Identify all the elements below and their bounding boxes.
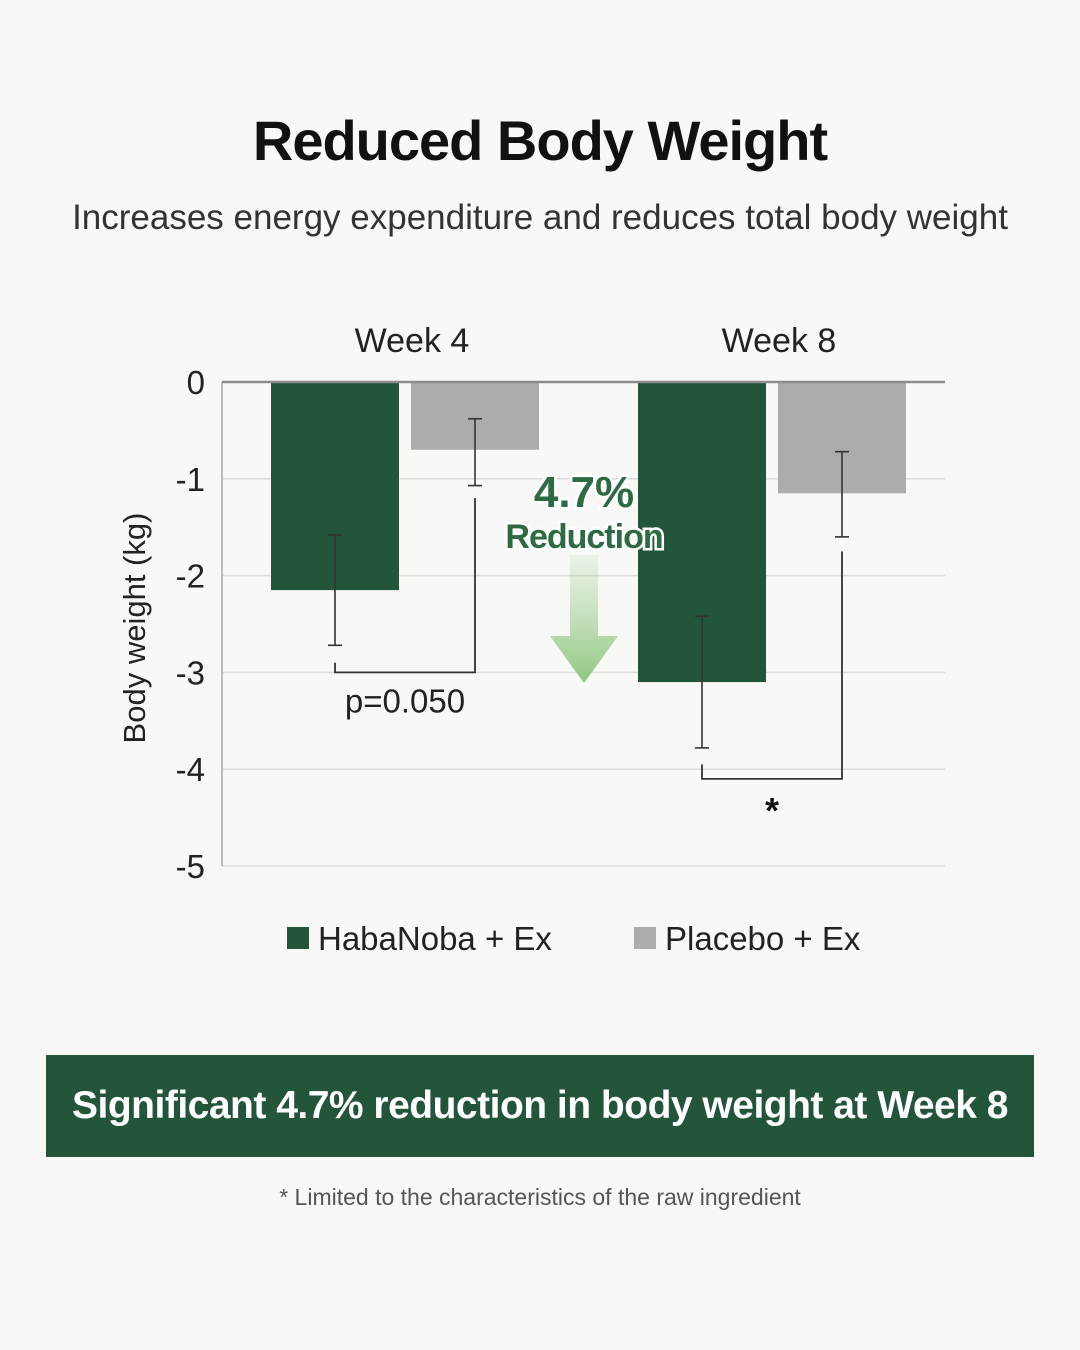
y-tick-label: -3 [176,654,205,691]
y-tick-label: -1 [176,461,205,498]
y-tick-label: 0 [187,364,205,401]
legend-swatch [634,927,656,949]
legend: HabaNoba + Ex Placebo + Ex [287,920,861,957]
y-tick-label: -5 [176,848,205,885]
down-arrow-icon [550,555,618,683]
category-label: Week 8 [722,322,837,360]
error-bars [328,417,849,749]
chart-subtitle: Increases energy expenditure and reduces… [72,198,1008,237]
axes: 0 -1 -2 -3 -4 -5 Body weight (kg) Week 4 Week 8 [117,322,945,885]
callout-label: Reduction [505,518,662,556]
significance-bracket-week4 [334,498,476,674]
y-tick-label: -4 [176,751,205,788]
footnote: * Limited to the characteristics of the … [279,1184,801,1210]
y-axis-label: Body weight (kg) [117,513,152,744]
chart-title: Reduced Body Weight [252,109,828,172]
legend-label: HabaNoba + Ex [318,920,552,957]
significance-bracket-week8 [701,551,843,780]
significance-star: * [765,790,779,831]
summary-banner: Significant 4.7% reduction in body weigh… [46,1055,1034,1157]
annotations: p=0.050 * 4.7%Reduction [334,466,843,831]
y-tick-label: -2 [176,558,205,595]
category-label: Week 4 [355,322,470,360]
legend-label: Placebo + Ex [665,920,861,957]
p-value-label: p=0.050 [345,682,465,719]
summary-banner-text: Significant 4.7% reduction in body weigh… [72,1084,1008,1127]
legend-swatch [287,927,309,949]
callout-value: 4.7% [534,468,634,517]
